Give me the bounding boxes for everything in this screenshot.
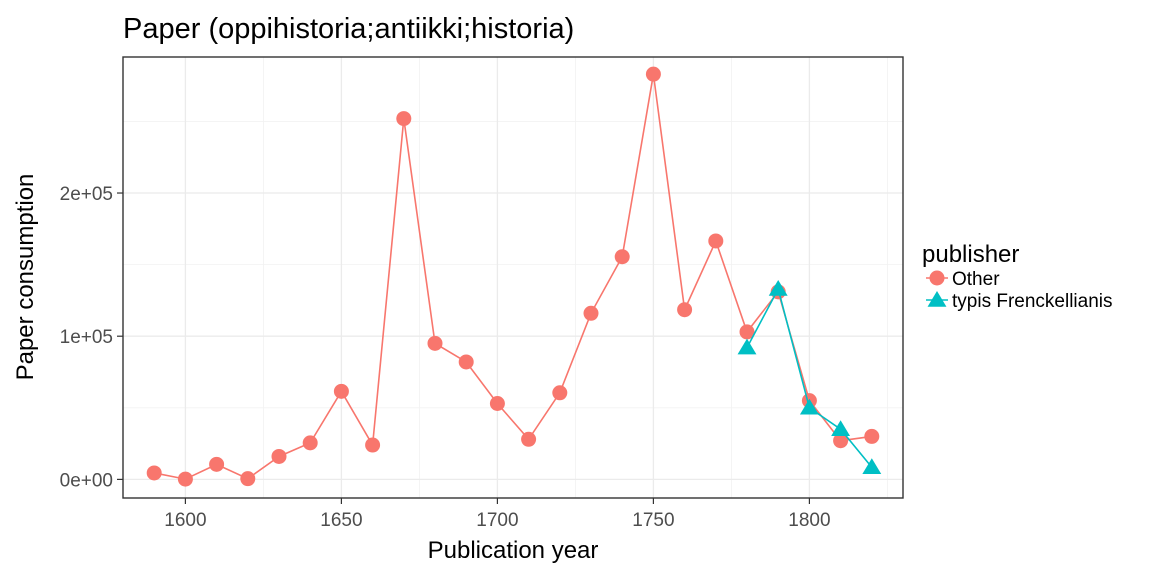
chart-title: Paper (oppihistoria;antiikki;historia) — [123, 13, 574, 45]
data-point — [521, 431, 537, 447]
x-axis: 1600 1650 1700 1750 1800 — [164, 498, 831, 531]
data-point — [552, 385, 568, 401]
legend-key — [926, 270, 948, 286]
data-point — [146, 465, 162, 481]
series-layer — [146, 66, 882, 487]
data-point — [489, 396, 505, 411]
data-point — [177, 471, 193, 487]
x-tick-label: 1600 — [164, 510, 206, 531]
data-point — [302, 435, 318, 451]
legend-key — [926, 291, 948, 307]
data-point — [833, 433, 849, 449]
data-point — [768, 279, 788, 296]
y-axis: 0e+00 1e+05 2e+05 — [60, 184, 123, 491]
legend-key-marker — [929, 270, 945, 286]
data-point — [240, 471, 256, 487]
x-axis-title: Publication year — [428, 537, 599, 564]
data-point — [458, 354, 474, 370]
data-point — [862, 458, 882, 474]
y-tick-label: 0e+00 — [60, 470, 113, 491]
x-tick-label: 1650 — [320, 510, 362, 531]
legend-label: typis Frenckellianis — [952, 291, 1113, 312]
data-point — [864, 428, 880, 444]
data-point — [365, 437, 381, 453]
legend-title: publisher — [922, 241, 1019, 268]
data-point — [645, 66, 661, 82]
y-tick-label: 2e+05 — [60, 184, 113, 205]
data-point — [799, 398, 819, 415]
data-point — [583, 305, 599, 321]
data-point — [396, 111, 412, 127]
x-tick-label: 1800 — [788, 510, 830, 531]
data-point — [333, 383, 349, 399]
data-point — [831, 420, 851, 437]
y-axis-title: Paper consumption — [12, 174, 39, 381]
plot-border — [122, 56, 904, 499]
x-tick-label: 1700 — [476, 510, 518, 531]
data-point — [209, 456, 225, 472]
data-point — [737, 338, 757, 355]
legend-label: Other — [952, 269, 1000, 290]
data-point — [614, 249, 630, 265]
x-tick-label: 1750 — [632, 510, 674, 531]
series-typis-frenckellianis — [737, 279, 882, 474]
data-point — [739, 324, 755, 340]
data-point — [677, 302, 693, 318]
data-point — [427, 335, 443, 351]
data-point — [708, 233, 724, 249]
legend-key-marker — [927, 291, 947, 307]
y-tick-label: 1e+05 — [60, 327, 113, 348]
plot-panel — [123, 57, 903, 498]
data-point — [271, 448, 287, 464]
